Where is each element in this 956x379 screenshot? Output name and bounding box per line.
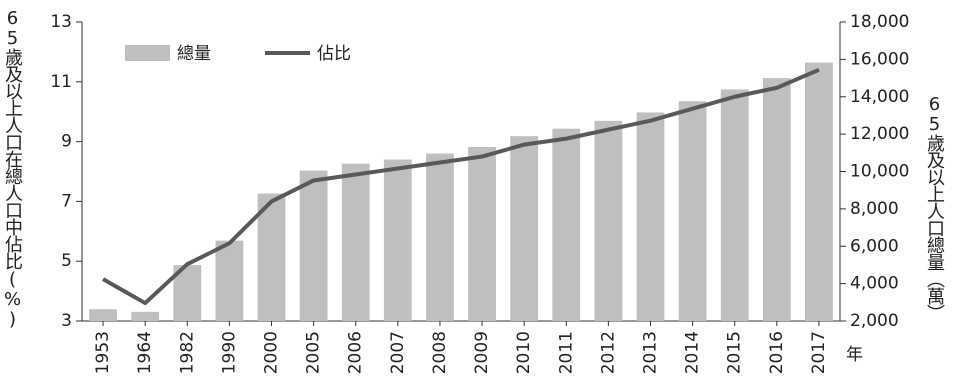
- bar: [257, 193, 286, 321]
- bar: [678, 101, 707, 321]
- bar: [805, 62, 833, 321]
- bar: [468, 147, 496, 321]
- y2-tick-label: 12,000: [850, 124, 909, 144]
- y-tick-label: 13: [50, 12, 72, 32]
- y2-tick-label: 8,000: [850, 199, 899, 219]
- y2-tick-label: 4,000: [850, 274, 899, 294]
- x-tick-label: 1982: [177, 331, 197, 374]
- bar: [594, 120, 623, 321]
- bar: [383, 159, 412, 321]
- x-tick-label: 2008: [430, 331, 450, 374]
- bar: [720, 89, 749, 321]
- x-tick-label: 2015: [725, 331, 745, 374]
- y-tick-label: 9: [61, 132, 72, 152]
- line: [102, 68, 820, 306]
- bar: [89, 309, 117, 321]
- x-tick-label: 2000: [262, 331, 282, 374]
- x-tick-label: 1990: [219, 331, 239, 374]
- y2-tick-label: 10,000: [850, 162, 909, 182]
- bar: [552, 128, 581, 321]
- x-tick-label: 1953: [93, 331, 113, 374]
- y2-tick-label: 2,000: [850, 311, 899, 331]
- y-tick-label: 7: [61, 191, 72, 211]
- y2-tick-label: 16,000: [850, 49, 909, 69]
- bar: [636, 112, 665, 321]
- x-tick-label: 2009: [472, 331, 492, 374]
- x-tick-label: 2016: [767, 331, 787, 374]
- x-tick-label: 2006: [346, 331, 366, 374]
- y-axis-label: 65歲及以上人口在總人口中佔比(%): [2, 8, 23, 329]
- y-tick-label: 11: [50, 72, 72, 92]
- x-tick-label: 2014: [683, 331, 703, 374]
- legend-swatch: [125, 45, 170, 61]
- y2-axis-label: 65歲及以上人口總量（萬）: [924, 94, 945, 321]
- bar: [341, 163, 370, 321]
- bar: [510, 136, 539, 321]
- bar: [762, 78, 791, 321]
- x-tick-label: 2012: [598, 331, 618, 374]
- legend-label: 總量: [177, 44, 211, 64]
- bar: [299, 170, 328, 321]
- x-tick-label: 2005: [304, 331, 324, 374]
- bar: [131, 311, 160, 321]
- y-tick-label: 3: [61, 311, 72, 331]
- x-tick-label: 2007: [388, 331, 408, 374]
- x-tick-label: 1964: [135, 331, 155, 374]
- bar: [215, 240, 244, 321]
- y2-tick-label: 6,000: [850, 236, 899, 256]
- bar: [426, 153, 454, 321]
- y2-tick-label: 18,000: [850, 12, 909, 32]
- x-tick-label: 2011: [556, 331, 576, 374]
- y2-tick-label: 14,000: [850, 87, 909, 107]
- x-tick-label: 2013: [641, 331, 661, 374]
- y-tick-label: 5: [61, 251, 72, 271]
- x-axis-label: 年: [846, 345, 863, 365]
- x-tick-label: 2017: [809, 331, 829, 374]
- legend-label: 佔比: [317, 44, 351, 64]
- x-tick-label: 2010: [514, 331, 534, 374]
